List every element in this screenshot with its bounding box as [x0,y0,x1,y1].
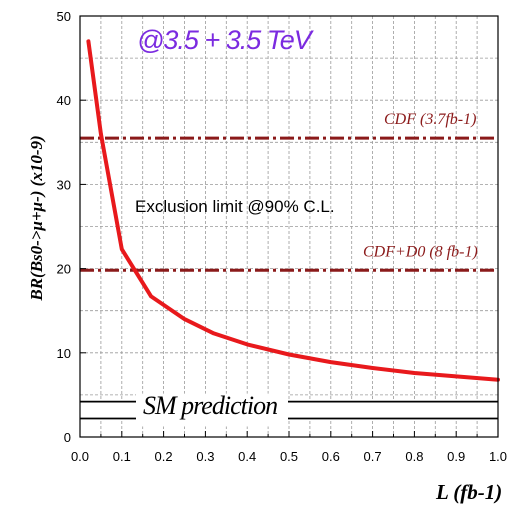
x-tick-label: 0.0 [71,449,89,464]
x-tick-label: 0.7 [364,449,382,464]
x-tick-label: 0.3 [196,449,214,464]
y-axis-label: BR(Bs0->μ+μ-) (x10-9) [27,135,46,301]
y-tick-label: 0 [64,430,71,445]
y-tick-labels: 0 10 20 30 40 50 [57,9,71,445]
x-tick-label: 0.6 [322,449,340,464]
x-tick-label: 0.4 [238,449,256,464]
series-line-1 [86,39,500,382]
x-tick-label: 1.0 [489,449,507,464]
y-tick-label: 40 [57,93,71,108]
sm-prediction-band: SM prediction [80,391,498,427]
x-tick-label: 0.2 [155,449,173,464]
series-layer [86,39,500,382]
reference-line-label-2: CDF+D0 (8 fb-1) [363,243,478,260]
x-tick-label: 0.9 [447,449,465,464]
y-tick-label: 30 [57,177,71,192]
reference-line-label-1: CDF (3.7fb-1) [384,111,476,128]
exclusion-annotation: Exclusion limit @90% C.L. [135,197,335,216]
x-tick-label: 0.8 [405,449,423,464]
tick-marks [79,15,499,438]
x-tick-labels: 0.0 0.1 0.2 0.3 0.4 0.5 0.6 0.7 0.8 0.9 1.0 [71,449,507,464]
y-tick-label: 50 [57,9,71,24]
chart-title: @3.5 + 3.5 TeV [137,25,315,55]
reference-lines [80,136,498,272]
grid [80,16,498,437]
x-tick-label: 0.5 [280,449,298,464]
x-axis-label: L (fb-1) [435,480,502,504]
x-tick-label: 0.1 [113,449,131,464]
y-tick-label: 10 [57,346,71,361]
y-tick-label: 20 [57,262,71,277]
reference-line-labels: CDF (3.7fb-1) CDF+D0 (8 fb-1) [363,111,478,260]
sm-prediction-label: SM prediction [143,391,277,420]
sm-label-background [136,393,288,427]
